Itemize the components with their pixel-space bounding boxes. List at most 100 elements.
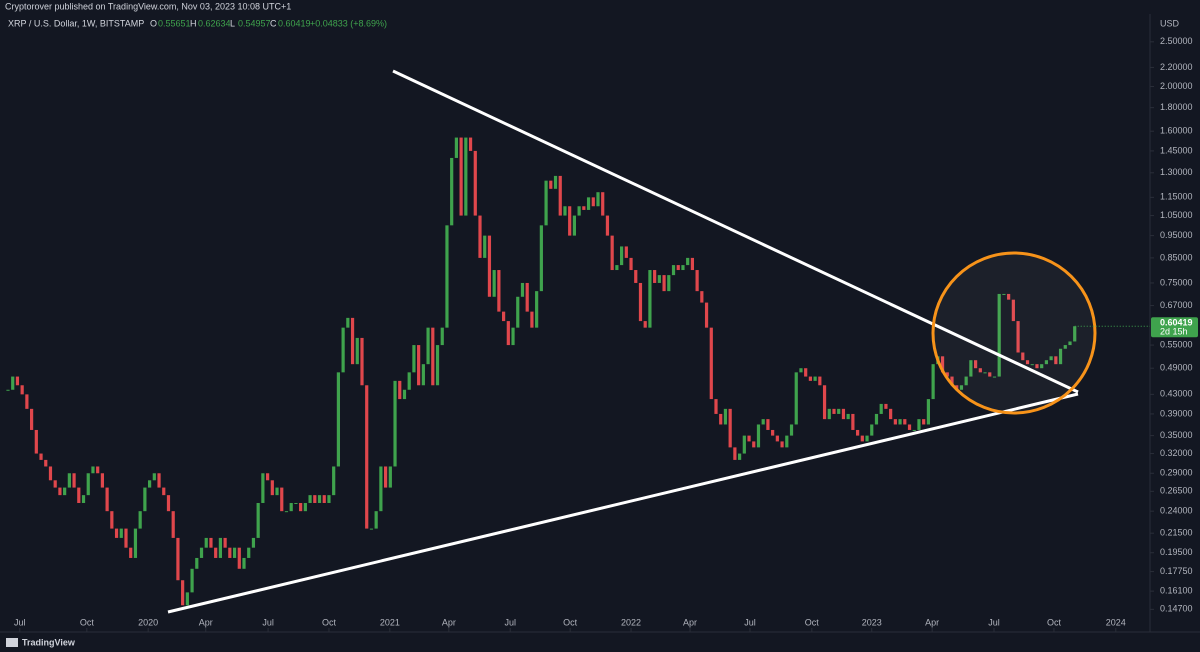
candle-body xyxy=(610,235,614,271)
candle-body xyxy=(138,511,142,529)
candle-body xyxy=(771,429,775,436)
candle-body xyxy=(516,296,520,328)
candle-body xyxy=(152,473,156,481)
candle-body xyxy=(162,487,166,496)
candle-body xyxy=(100,473,104,488)
candle-body xyxy=(48,466,53,481)
candle-body xyxy=(242,557,246,569)
candle-body xyxy=(601,192,605,216)
candle-body xyxy=(199,547,204,558)
candle-body xyxy=(256,502,260,538)
candle-body xyxy=(1058,348,1063,365)
candle-body xyxy=(398,380,402,400)
candle-body xyxy=(634,270,638,283)
candle-body xyxy=(317,495,322,503)
candle-body xyxy=(129,547,133,558)
candle-body xyxy=(223,537,227,548)
candle-body xyxy=(563,206,567,216)
y-tick-label: 1.30000 xyxy=(1160,167,1193,177)
candle-body xyxy=(865,435,869,442)
last-price-label: 0.60419 xyxy=(1160,318,1193,328)
x-tick-label: Jul xyxy=(744,617,756,627)
candle-body xyxy=(605,215,610,236)
candle-body xyxy=(148,480,152,488)
candle-body xyxy=(280,487,284,512)
candle-body xyxy=(992,376,997,378)
candle-body xyxy=(44,459,48,467)
candle-body xyxy=(558,175,562,216)
y-tick-label: 1.05000 xyxy=(1160,210,1193,220)
candle-body xyxy=(1025,360,1030,365)
candle-body xyxy=(747,435,751,442)
candle-body xyxy=(119,528,123,538)
candle-body xyxy=(988,372,992,377)
candle-body xyxy=(369,528,374,530)
candle-body xyxy=(96,466,100,474)
x-tick-label: Oct xyxy=(322,617,337,627)
candle-body xyxy=(879,403,883,414)
candle-body xyxy=(997,293,1001,377)
candle-body xyxy=(586,197,591,210)
candle-body xyxy=(752,441,756,448)
currency: USD xyxy=(1160,18,1180,28)
candle-body xyxy=(388,466,392,488)
candle-body xyxy=(209,537,213,548)
x-tick-label: Apr xyxy=(442,617,456,627)
candle-body xyxy=(648,270,652,328)
y-tick-label: 1.15000 xyxy=(1160,192,1193,202)
candle-body xyxy=(837,408,841,414)
candle-body xyxy=(738,453,742,460)
candle-body xyxy=(799,368,803,373)
candle-body xyxy=(308,495,312,503)
candle-body xyxy=(978,368,982,373)
candle-body xyxy=(964,376,968,386)
candle-body xyxy=(299,502,303,512)
y-tick-label: 0.35000 xyxy=(1160,430,1193,440)
candle-body xyxy=(289,502,293,512)
publish-info: Cryptorover published on TradingView.com… xyxy=(5,1,291,11)
candle-body xyxy=(733,447,737,460)
y-tick-label: 0.16100 xyxy=(1160,586,1193,596)
candle-body xyxy=(1021,352,1025,361)
candle-body xyxy=(511,327,515,346)
candle-body xyxy=(53,480,57,488)
candle-body xyxy=(615,265,619,271)
y-tick-label: 1.80000 xyxy=(1160,102,1193,112)
candle-body xyxy=(327,495,331,503)
candle-body xyxy=(704,302,709,328)
support-trendline xyxy=(167,392,1079,614)
candle-body xyxy=(657,275,661,283)
candle-body xyxy=(539,225,543,292)
candle-body xyxy=(553,175,558,189)
candle-body xyxy=(384,466,388,488)
candle-body xyxy=(379,466,383,512)
last-price-tag xyxy=(1151,317,1198,338)
y-tick-label: 0.32000 xyxy=(1160,448,1193,458)
candle-body xyxy=(487,235,492,297)
candle-body xyxy=(58,487,62,496)
candle-body xyxy=(20,385,24,395)
candle-body xyxy=(822,385,827,420)
candle-body xyxy=(468,137,473,151)
candle-body xyxy=(483,235,487,258)
y-tick-label: 0.26500 xyxy=(1160,486,1193,496)
candle-body xyxy=(445,225,449,328)
y-tick-label: 0.21500 xyxy=(1160,528,1193,538)
candle-body xyxy=(15,376,20,386)
y-tick-label: 0.29000 xyxy=(1160,468,1193,478)
candle-body xyxy=(407,372,411,390)
candle-body xyxy=(454,137,458,158)
x-tick-label: Apr xyxy=(683,617,697,627)
candle-body xyxy=(742,435,746,454)
candle-body xyxy=(827,408,831,420)
candle-body xyxy=(775,435,779,442)
x-tick-label: Jul xyxy=(262,617,274,627)
candle-body xyxy=(237,547,241,569)
candle-body xyxy=(492,270,496,297)
countdown: 2d 15h xyxy=(1160,327,1188,337)
candle-body xyxy=(11,376,15,390)
candle-body xyxy=(870,424,874,436)
candle-body xyxy=(884,403,888,409)
candle-body xyxy=(464,137,468,216)
candle-body xyxy=(582,206,586,210)
